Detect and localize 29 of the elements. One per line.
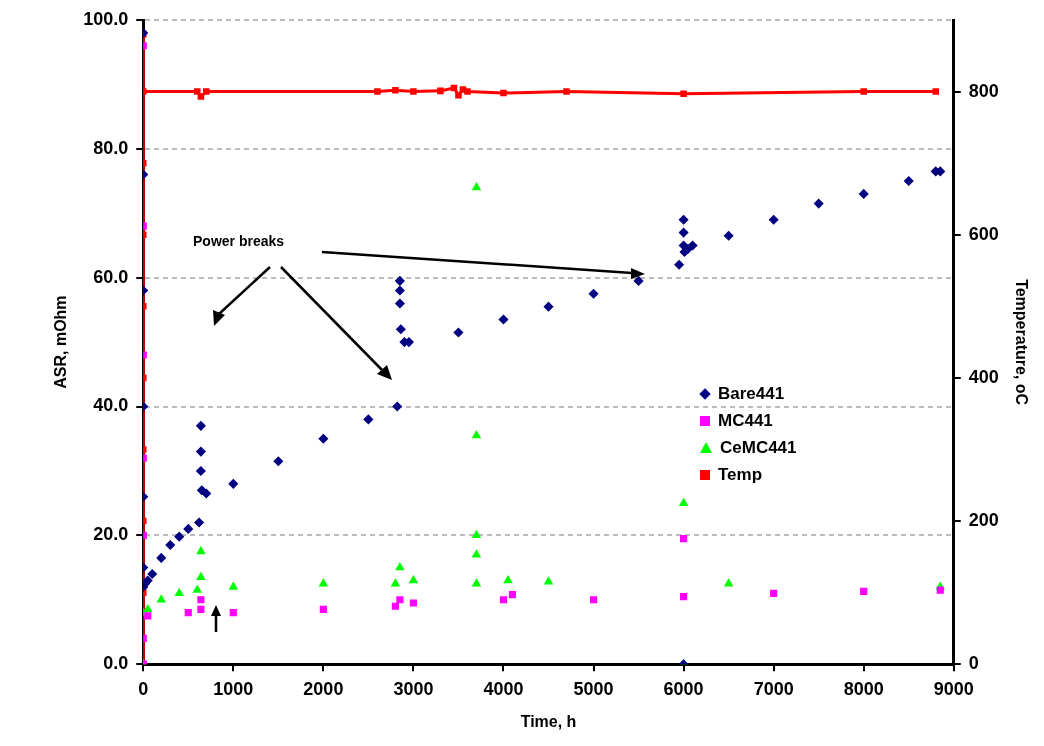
y-tick-label: 80.0: [93, 137, 129, 158]
x-tick-label: 0: [138, 678, 149, 699]
y2-tick-label: 600: [968, 223, 999, 244]
y2-tick-label: 800: [968, 80, 999, 101]
x-tick-label: 3000: [393, 678, 434, 699]
x-tick-label: 4000: [483, 678, 524, 699]
y-tick-label: 0.0: [103, 653, 129, 674]
y-tick-label: 20.0: [93, 524, 129, 545]
x-tick-label: 5000: [573, 678, 614, 699]
y-tick-label: 40.0: [93, 395, 129, 416]
y2-tick-label: 200: [968, 510, 999, 531]
annotation: Power breaks: [193, 233, 285, 249]
y-tick-label: 60.0: [93, 266, 129, 287]
x-tick-label: 7000: [753, 678, 794, 699]
x-tick-label: 2000: [303, 678, 344, 699]
x-tick-label: 1000: [213, 678, 254, 699]
legend-label: Bare441: [718, 383, 785, 404]
x-tick-label: 6000: [663, 678, 704, 699]
legend-label: CeMC441: [720, 437, 797, 458]
y2-tick-label: 400: [968, 366, 999, 387]
x-tick-label: 8000: [843, 678, 884, 699]
y2-axis-title: Temperature, oC: [1012, 279, 1030, 406]
legend-label: MC441: [718, 410, 773, 431]
x-axis-title: Time, h: [520, 712, 577, 730]
y-tick-label: 100.0: [83, 8, 129, 29]
legend-label: Temp: [718, 464, 763, 485]
y2-tick-label: 0: [968, 653, 979, 674]
x-tick-label: 9000: [933, 678, 974, 699]
y-axis-title: ASR, mOhm: [52, 295, 70, 389]
